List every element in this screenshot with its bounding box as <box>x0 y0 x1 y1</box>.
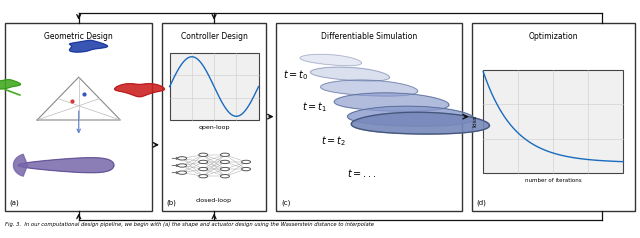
Text: open-loop: open-loop <box>198 125 230 130</box>
Circle shape <box>242 167 251 171</box>
Circle shape <box>221 167 230 171</box>
Circle shape <box>178 171 187 174</box>
Circle shape <box>221 160 230 164</box>
Circle shape <box>221 174 230 178</box>
Text: (a): (a) <box>10 200 19 206</box>
Circle shape <box>221 153 230 156</box>
Bar <box>5 23 152 211</box>
Text: (c): (c) <box>281 200 291 206</box>
Circle shape <box>198 174 207 178</box>
Circle shape <box>242 160 251 164</box>
Text: Optimization: Optimization <box>529 32 578 41</box>
Circle shape <box>198 160 207 164</box>
Text: $t = t_1$: $t = t_1$ <box>302 100 327 114</box>
Bar <box>276 23 462 211</box>
Polygon shape <box>115 84 164 97</box>
Polygon shape <box>0 80 20 89</box>
Text: Fig. 3.  In our computational design pipeline, we begin with (a) the shape and a: Fig. 3. In our computational design pipe… <box>5 222 374 228</box>
Text: Controller Design: Controller Design <box>180 32 248 41</box>
Text: $t = ...$: $t = ...$ <box>347 167 377 179</box>
Circle shape <box>198 153 207 156</box>
Bar <box>170 53 259 120</box>
Polygon shape <box>310 67 390 81</box>
Bar <box>162 23 266 211</box>
Text: loss: loss <box>472 115 477 127</box>
Polygon shape <box>70 40 108 52</box>
Text: Differentiable Simulation: Differentiable Simulation <box>321 32 417 41</box>
Circle shape <box>178 164 187 167</box>
Polygon shape <box>351 112 490 134</box>
Text: (b): (b) <box>166 200 176 206</box>
Polygon shape <box>334 93 449 111</box>
Polygon shape <box>13 154 28 176</box>
Text: number of iterations: number of iterations <box>525 178 582 183</box>
Polygon shape <box>321 80 418 96</box>
Polygon shape <box>348 106 474 126</box>
Circle shape <box>178 157 187 160</box>
Bar <box>472 23 635 211</box>
Text: closed-loop: closed-loop <box>196 198 232 203</box>
Polygon shape <box>18 158 114 173</box>
Text: Geometric Design: Geometric Design <box>44 32 113 41</box>
Circle shape <box>198 167 207 171</box>
Bar <box>483 70 623 173</box>
Polygon shape <box>300 54 362 66</box>
Text: $t = t_2$: $t = t_2$ <box>321 134 346 148</box>
Text: $t = t_0$: $t = t_0$ <box>283 68 308 82</box>
Text: (d): (d) <box>476 200 486 206</box>
